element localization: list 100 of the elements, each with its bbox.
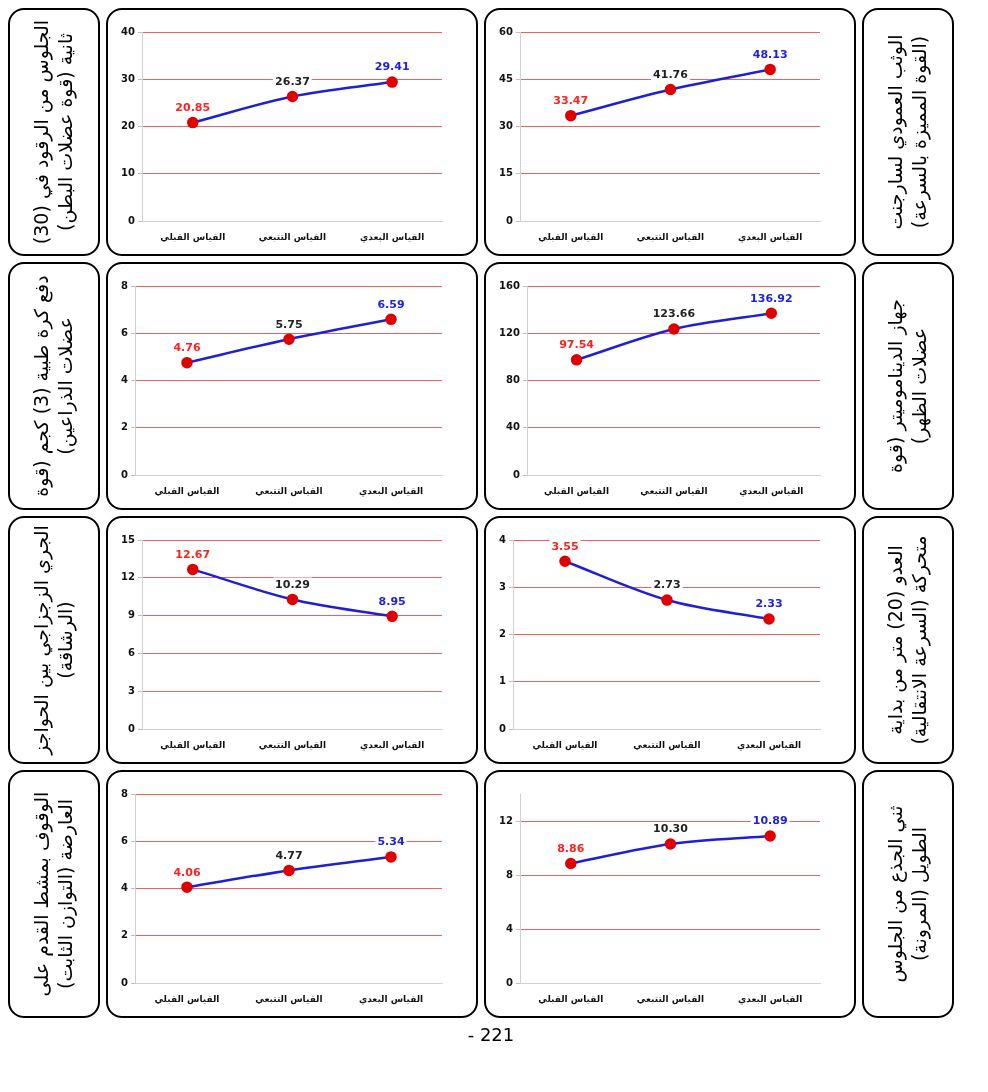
- x-tick-label: القياس البعدي: [738, 231, 803, 243]
- y-tick-label: 4: [505, 922, 513, 934]
- data-label: 123.66: [652, 307, 696, 321]
- point: [187, 563, 199, 576]
- y-axis-title: الوقوف بمشط القدم على العارضة (التوازن الثابت): [29, 790, 78, 999]
- y-axis-title: دفع كرة طبية (3) كجم (قوة عضلات الذراعين): [29, 274, 78, 499]
- point: [385, 851, 397, 863]
- point: [668, 323, 680, 335]
- y-tick-label: 9: [127, 609, 135, 621]
- y-tick-label: 3: [127, 684, 135, 696]
- data-label: 5.34: [377, 835, 405, 849]
- point: [386, 610, 398, 623]
- point: [385, 313, 397, 326]
- y-tick-label: 0: [120, 468, 128, 480]
- y-tick-label: 80: [505, 374, 520, 386]
- x-tick-label: القياس البعدي: [358, 993, 424, 1005]
- data-label: 6.59: [377, 297, 405, 311]
- data-label: 26.37: [275, 74, 310, 88]
- x-tick-label: القياس البعدي: [736, 739, 802, 751]
- y-tick-label: 8: [120, 787, 128, 799]
- y-tick-label: 4: [498, 533, 506, 545]
- y-axis-title: جهاز الديناموميتر (قوة عضلات الظهر): [883, 298, 932, 475]
- y-tick-label: 12: [498, 814, 513, 826]
- data-label: 10.89: [752, 814, 788, 828]
- point: [286, 90, 299, 103]
- x-tick-label: القياس القبلي: [538, 993, 604, 1005]
- x-tick-label: القياس القبلي: [154, 485, 220, 497]
- y-tick-label: 4: [120, 374, 128, 386]
- point: [661, 594, 673, 606]
- x-tick-label: القياس التتبعي: [640, 485, 708, 497]
- data-label: 29.41: [374, 60, 410, 74]
- data-label: 4.06: [173, 865, 201, 879]
- y-tick-label: 12: [120, 571, 135, 583]
- y-axis-title: الوثب العمودي لسارجنت (القوة المميزة بالسرعة): [883, 33, 932, 232]
- y-tick-label: 0: [127, 722, 135, 734]
- x-tick-label: القياس التتبعي: [636, 993, 705, 1005]
- y-tick-label: 10: [120, 167, 135, 179]
- y-tick-label: 0: [505, 976, 513, 988]
- data-label: 8.95: [378, 594, 406, 608]
- point: [283, 864, 295, 877]
- data-label: 48.13: [752, 47, 788, 61]
- x-tick-label: القياس القبلي: [544, 485, 610, 497]
- y-axis-title: العدو (20) متر من بداية متحركة (السرعة الانتقالية): [883, 534, 932, 747]
- y-axis-title: ثني الجذع من الجلوس الطويل (المرونة): [883, 804, 932, 985]
- point: [286, 593, 299, 606]
- point: [664, 83, 677, 96]
- y-tick-label: 0: [505, 214, 513, 226]
- y-tick-label: 45: [498, 72, 513, 84]
- y-tick-label: 4: [120, 882, 128, 894]
- y-tick-label: 30: [498, 120, 513, 132]
- point: [283, 333, 295, 345]
- y-tick-label: 0: [127, 214, 135, 226]
- x-tick-label: القياس البعدي: [739, 485, 804, 497]
- y-tick-label: 6: [120, 326, 128, 338]
- point: [187, 116, 199, 129]
- y-tick-label: 0: [512, 468, 520, 480]
- point: [559, 555, 571, 568]
- data-label: 10.30: [653, 822, 689, 836]
- data-label: 2.33: [755, 597, 783, 611]
- y-tick-label: 3: [498, 580, 506, 592]
- y-tick-label: 1: [498, 675, 506, 687]
- data-label: 12.67: [175, 547, 211, 561]
- x-tick-label: القياس البعدي: [358, 485, 424, 497]
- y-tick-label: 2: [120, 421, 128, 433]
- y-tick-label: 15: [120, 533, 135, 545]
- point: [765, 307, 778, 320]
- data-label: 4.76: [173, 340, 201, 354]
- data-label: 97.54: [559, 338, 595, 352]
- x-tick-label: القياس التتبعي: [636, 231, 705, 243]
- data-label: 41.76: [653, 67, 689, 81]
- data-label: 20.85: [175, 100, 211, 114]
- x-tick-label: القياس القبلي: [154, 993, 220, 1005]
- text: - 221: [466, 1024, 516, 1045]
- y-tick-label: 8: [505, 868, 513, 880]
- y-tick-label: 15: [498, 167, 513, 179]
- point: [386, 76, 398, 88]
- y-tick-label: 40: [120, 25, 135, 37]
- point: [570, 354, 583, 366]
- point: [764, 63, 776, 76]
- x-tick-label: القياس التتبعي: [255, 485, 323, 497]
- data-label: 5.75: [275, 317, 303, 331]
- x-tick-label: القياس القبلي: [532, 739, 598, 751]
- y-axis-title: الجري الزجزاجي بين الحواجز (الرشاقة): [29, 524, 78, 758]
- y-tick-label: 8: [120, 279, 128, 291]
- x-tick-label: القياس التتبعي: [258, 231, 327, 243]
- point: [565, 857, 577, 870]
- x-tick-label: القياس البعدي: [360, 739, 425, 751]
- x-tick-label: القياس التتبعي: [258, 739, 327, 751]
- data-label: 2.73: [653, 578, 681, 592]
- x-tick-label: القياس القبلي: [160, 231, 226, 243]
- y-tick-label: 40: [505, 421, 520, 433]
- y-tick-label: 6: [127, 647, 135, 659]
- x-tick-label: القياس التتبعي: [633, 739, 701, 751]
- point: [181, 881, 193, 893]
- y-tick-label: 2: [498, 628, 506, 640]
- data-label: 3.55: [551, 539, 579, 553]
- y-tick-label: 0: [120, 976, 128, 988]
- data-label: 33.47: [553, 94, 589, 108]
- y-tick-label: 120: [499, 326, 520, 338]
- y-tick-label: 60: [498, 25, 513, 37]
